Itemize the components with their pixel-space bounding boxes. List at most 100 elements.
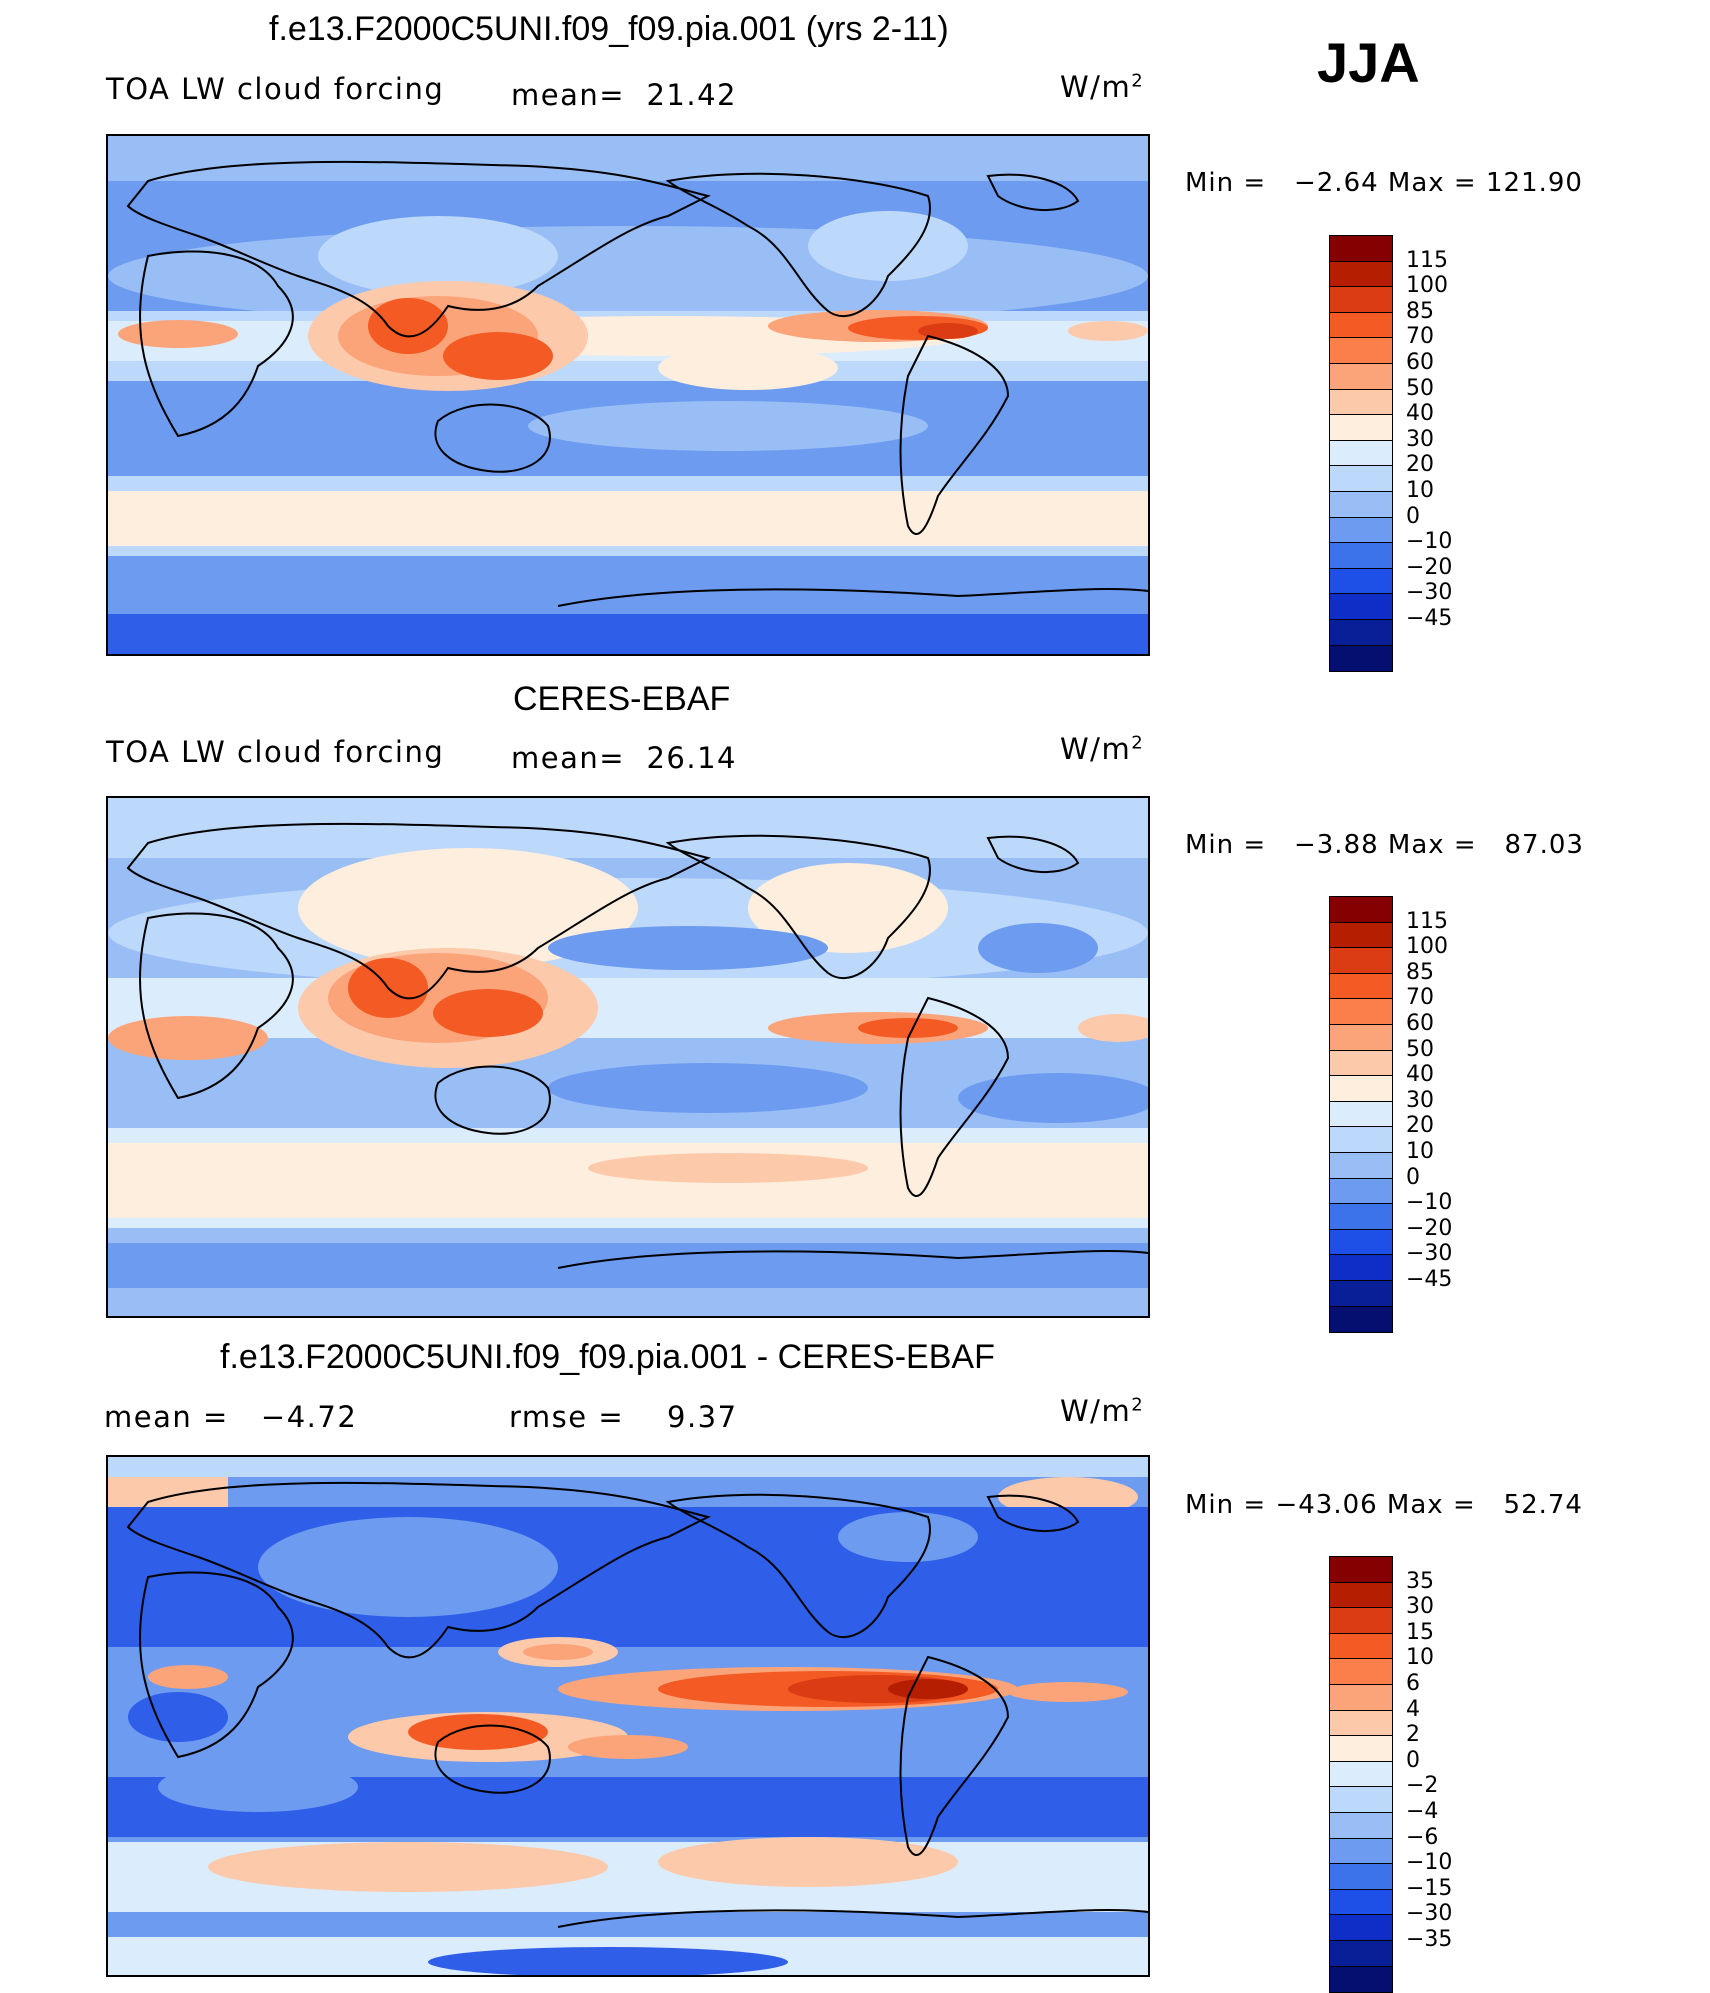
p3-asia-mid — [258, 1517, 558, 1617]
panel-2-colorbar — [1329, 896, 1393, 1334]
colorbar-swatch — [1330, 1608, 1392, 1634]
p1-antarctic-deep — [108, 614, 1148, 654]
panel-1-colorbar — [1329, 235, 1393, 673]
colorbar-swatch — [1330, 1787, 1392, 1813]
p1-spcz — [658, 346, 838, 390]
p1-coast-eurasia — [126, 160, 711, 338]
colorbar-tick-label: −20 — [1406, 554, 1453, 580]
p1-maritime — [443, 332, 553, 380]
colorbar-swatch — [1330, 1659, 1392, 1685]
panel-3-colorbar — [1329, 1556, 1393, 1993]
panel-2-map — [106, 796, 1150, 1318]
p2-coast-samerica — [899, 996, 1010, 1197]
colorbar-swatch — [1330, 1736, 1392, 1762]
colorbar-swatch — [1330, 1306, 1392, 1333]
colorbar-swatch — [1330, 1280, 1392, 1307]
colorbar-swatch — [1330, 1838, 1392, 1865]
colorbar-swatch — [1330, 1633, 1392, 1660]
p3-storm-peach1 — [208, 1842, 608, 1892]
colorbar-swatch — [1330, 948, 1392, 974]
p1-asia-blob — [318, 216, 558, 296]
p3-afr-deep — [128, 1692, 228, 1742]
p3-arctic-peach — [108, 1477, 228, 1507]
colorbar-swatch — [1330, 1152, 1392, 1179]
colorbar-tick-label: −6 — [1406, 1824, 1439, 1850]
colorbar-tick-label: 0 — [1406, 503, 1420, 529]
p3-coast-australia — [434, 1724, 551, 1794]
p2-coast-eurasia — [126, 822, 711, 1000]
colorbar-swatch — [1330, 973, 1392, 1000]
panel-3-map — [106, 1455, 1150, 1977]
colorbar-tick-label: 115 — [1406, 247, 1448, 273]
colorbar-tick-label: 60 — [1406, 350, 1434, 375]
p2-coast-greenland — [986, 835, 1080, 874]
p3-wpac-salmon — [523, 1644, 593, 1660]
colorbar-tick-label: 2 — [1406, 1722, 1420, 1748]
panel-2-units-text: W/m — [1060, 732, 1132, 766]
p2-atl-peach — [1078, 1014, 1148, 1042]
p3-sio-mid — [158, 1762, 358, 1812]
p2-storm-peach — [588, 1153, 868, 1183]
panel-2-mean-label: mean= 26.14 — [511, 741, 737, 775]
panel-1-minmax: Min = −2.64 Max = 121.90 — [1185, 168, 1583, 198]
colorbar-tick-label: 10 — [1406, 1139, 1434, 1164]
panel-3-title: f.e13.F2000C5UNI.f09_f09.pia.001 - CERES… — [220, 1338, 995, 1376]
colorbar-swatch — [1330, 261, 1392, 288]
colorbar-tick-label: 15 — [1406, 1619, 1434, 1645]
colorbar-tick-label: 35 — [1406, 1568, 1434, 1594]
colorbar-tick-label: 70 — [1406, 985, 1434, 1011]
colorbar-swatch — [1330, 1761, 1392, 1788]
p2-coast-africa — [138, 912, 294, 1100]
p2-arctic — [108, 798, 1148, 858]
p1-epac-red — [918, 323, 978, 339]
colorbar-tick-label: 20 — [1406, 452, 1434, 478]
colorbar-tick-label: −45 — [1406, 606, 1453, 631]
panel-1-map — [106, 134, 1150, 656]
colorbar-swatch — [1330, 1229, 1392, 1256]
colorbar-tick-label: 100 — [1406, 273, 1448, 299]
colorbar-tick-label: 40 — [1406, 401, 1434, 427]
colorbar-swatch — [1330, 543, 1392, 569]
colorbar-tick-label: 115 — [1406, 908, 1448, 934]
p2-epac-orange — [858, 1018, 958, 1038]
panel-2-title: CERES-EBAF — [513, 680, 731, 718]
colorbar-tick-label: 10 — [1406, 1645, 1434, 1671]
colorbar-tick-label: 20 — [1406, 1113, 1434, 1139]
p1-sh-blue — [528, 401, 928, 451]
colorbar-swatch — [1330, 1966, 1392, 1993]
panel-1-units-sup: 2 — [1131, 70, 1145, 92]
p1-coast-australia — [434, 403, 551, 473]
colorbar-swatch — [1330, 491, 1392, 518]
p3-spcz-salmon — [568, 1735, 688, 1759]
p2-satl-blue — [958, 1073, 1148, 1123]
p2-maritime — [433, 989, 543, 1037]
colorbar-swatch — [1330, 1255, 1392, 1281]
p1-india — [368, 298, 448, 354]
p3-coast-samerica — [899, 1655, 1010, 1856]
colorbar-swatch — [1330, 287, 1392, 313]
colorbar-swatch — [1330, 1127, 1392, 1153]
colorbar-swatch — [1330, 1889, 1392, 1916]
colorbar-swatch — [1330, 1076, 1392, 1102]
colorbar-tick-label: 30 — [1406, 426, 1434, 452]
p2-coast-australia — [434, 1065, 551, 1135]
p1-storm-cream — [108, 491, 1148, 546]
colorbar-tick-label: 70 — [1406, 324, 1434, 350]
colorbar-swatch — [1330, 999, 1392, 1025]
colorbar-tick-label: 40 — [1406, 1062, 1434, 1088]
panel-2-minmax: Min = −3.88 Max = 87.03 — [1185, 830, 1584, 860]
colorbar-swatch — [1330, 312, 1392, 339]
p1-coast-greenland — [986, 173, 1080, 212]
p3-afr-salmon — [148, 1665, 228, 1689]
colorbar-swatch — [1330, 389, 1392, 416]
colorbar-tick-label: −30 — [1406, 1241, 1453, 1267]
p3-storm-peach2 — [658, 1837, 958, 1887]
colorbar-tick-label: 50 — [1406, 1036, 1434, 1062]
colorbar-swatch — [1330, 338, 1392, 364]
colorbar-tick-label: −30 — [1406, 580, 1453, 606]
p2-atl-blue — [978, 923, 1098, 973]
colorbar-swatch — [1330, 466, 1392, 492]
p1-na-blob — [808, 211, 968, 281]
colorbar-tick-label: −15 — [1406, 1875, 1453, 1901]
colorbar-swatch — [1330, 1864, 1392, 1890]
